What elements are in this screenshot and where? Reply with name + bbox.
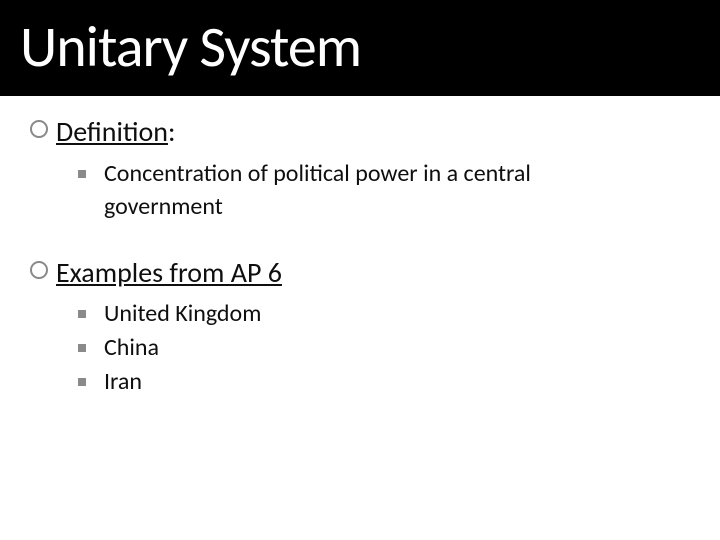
- square-bullet-icon: [78, 170, 86, 178]
- section-heading-definition: Definition:: [56, 114, 690, 150]
- examples-list: United Kingdom China Iran: [30, 298, 690, 399]
- slide-body: Definition: Concentration of political p…: [0, 96, 720, 399]
- square-bullet-icon: [78, 344, 86, 352]
- circle-bullet-icon: [30, 120, 48, 138]
- square-bullet-icon: [78, 378, 86, 386]
- list-item-text: United Kingdom: [104, 299, 261, 328]
- slide-title-bar: Unitary System: [0, 0, 720, 96]
- list-item: Concentration of political power in a ce…: [104, 158, 650, 223]
- list-item-text: China: [104, 333, 159, 362]
- list-item: China: [104, 332, 650, 364]
- list-item-text: Concentration of political power in a ce…: [104, 159, 531, 220]
- list-item: Iran: [104, 366, 650, 398]
- list-item: United Kingdom: [104, 298, 650, 330]
- circle-bullet-icon: [30, 261, 48, 279]
- section-heading-examples: Examples from AP 6: [56, 255, 690, 291]
- section-heading-text: Definition: [56, 114, 168, 149]
- list-item-text: Iran: [104, 367, 142, 396]
- section-heading-suffix: :: [168, 114, 176, 149]
- section-heading-text: Examples from AP 6: [56, 255, 282, 290]
- section-spacer: [30, 231, 690, 255]
- slide-title: Unitary System: [20, 11, 361, 82]
- square-bullet-icon: [78, 310, 86, 318]
